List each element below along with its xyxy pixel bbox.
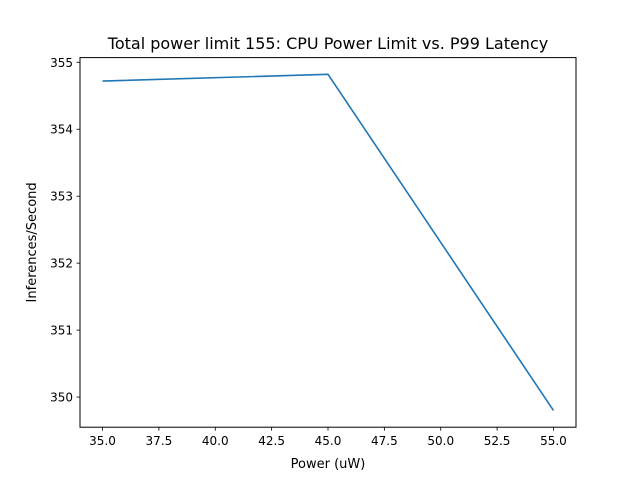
y-tick-label: 354 xyxy=(50,123,73,137)
x-tick-label: 52.5 xyxy=(484,434,511,448)
x-tick-label: 35.0 xyxy=(89,434,116,448)
y-tick-label: 352 xyxy=(50,257,73,271)
x-tick-label: 45.0 xyxy=(315,434,342,448)
x-tick-label: 47.5 xyxy=(371,434,398,448)
y-tick-label: 355 xyxy=(50,56,73,70)
series-line xyxy=(102,73,555,411)
y-tick-label: 350 xyxy=(50,391,73,405)
y-tick-label: 353 xyxy=(50,190,73,204)
plot-area-frame xyxy=(79,57,577,428)
x-tick-label: 50.0 xyxy=(427,434,454,448)
y-axis-label: Inferences/Second xyxy=(25,182,40,302)
chart-title: Total power limit 155: CPU Power Limit v… xyxy=(107,34,548,53)
x-tick-label: 40.0 xyxy=(202,434,229,448)
x-tick-label: 55.0 xyxy=(540,434,567,448)
y-axis-ticks: 350 351 352 353 354 355 xyxy=(50,56,80,405)
x-tick-label: 37.5 xyxy=(146,434,173,448)
x-axis-label: Power (uW) xyxy=(291,457,366,472)
y-tick-label: 351 xyxy=(50,324,73,338)
x-axis-ticks: 35.0 37.5 40.0 42.5 45.0 47.5 50.0 52.5 55.0 xyxy=(89,427,567,448)
x-tick-label: 42.5 xyxy=(258,434,285,448)
